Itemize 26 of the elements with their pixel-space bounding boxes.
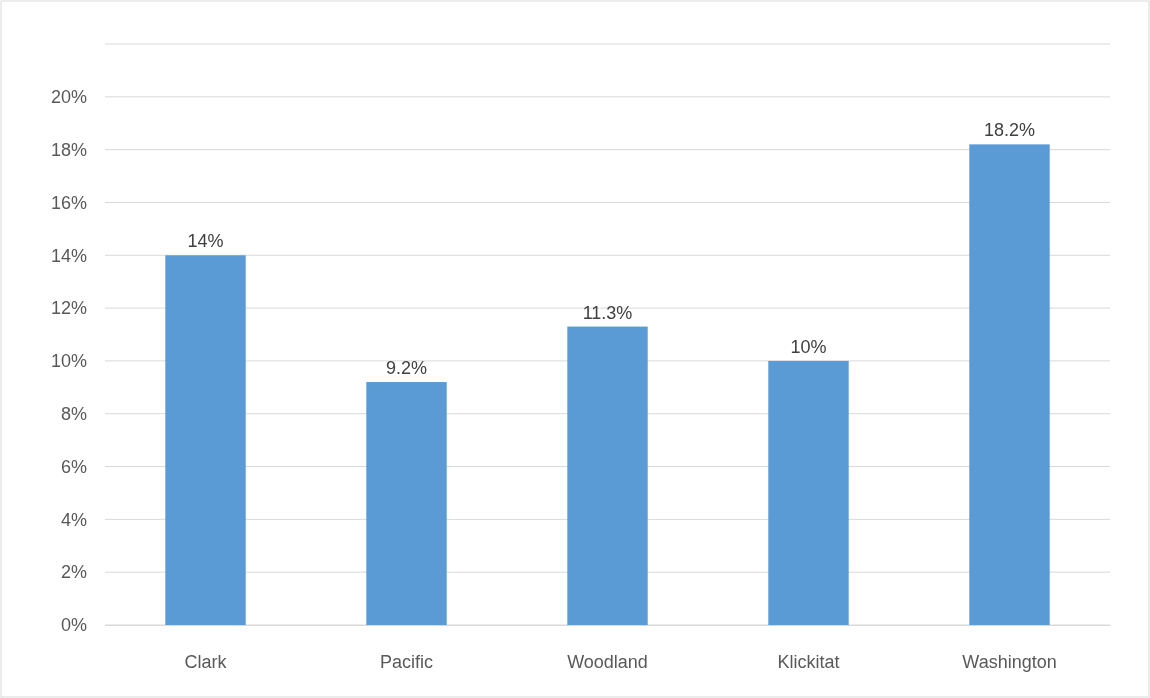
y-tick-label: 16% (50, 192, 87, 213)
y-tick-label: 6% (60, 456, 87, 477)
bar (366, 382, 447, 625)
bar (165, 255, 246, 625)
bar (567, 326, 648, 625)
y-tick-label: 12% (50, 298, 87, 319)
data-label: 14% (187, 231, 224, 252)
data-label: 11.3% (582, 302, 633, 323)
y-tick-label: 14% (50, 245, 87, 266)
x-tick-label: Woodland (567, 651, 648, 672)
y-tick-label: 4% (60, 509, 87, 530)
y-tick-label: 2% (60, 562, 87, 583)
bar (969, 144, 1050, 625)
y-tick-label: 20% (50, 87, 87, 108)
y-tick-label: 0% (60, 615, 87, 636)
y-tick-label: 18% (50, 139, 87, 160)
x-tick-label: Klickitat (777, 651, 840, 672)
x-tick-label: Washington (962, 651, 1057, 672)
y-tick-label: 8% (60, 403, 87, 424)
data-label: 9.2% (385, 358, 428, 379)
data-label: 10% (790, 336, 827, 357)
x-tick-label: Pacific (379, 651, 434, 672)
y-tick-label: 10% (50, 351, 87, 372)
bar (768, 360, 849, 625)
x-tick-label: Clark (184, 651, 228, 672)
data-label: 18.2% (983, 120, 1036, 141)
